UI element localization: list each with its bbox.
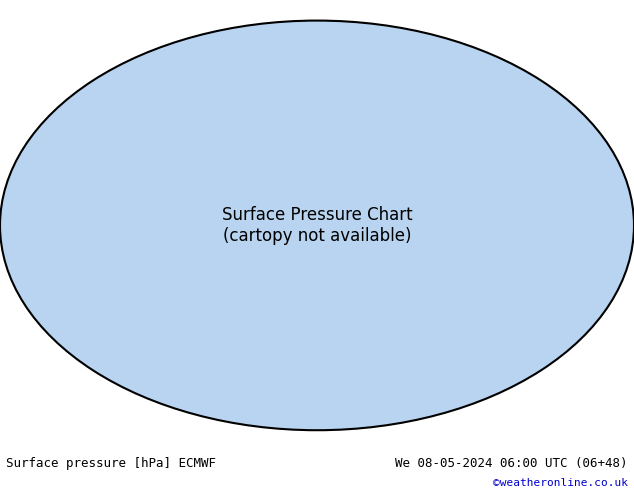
Text: We 08-05-2024 06:00 UTC (06+48): We 08-05-2024 06:00 UTC (06+48) (395, 457, 628, 469)
Text: Surface Pressure Chart
(cartopy not available): Surface Pressure Chart (cartopy not avai… (222, 206, 412, 245)
Ellipse shape (0, 21, 634, 430)
Text: ©weatheronline.co.uk: ©weatheronline.co.uk (493, 478, 628, 488)
Text: Surface pressure [hPa] ECMWF: Surface pressure [hPa] ECMWF (6, 457, 216, 469)
